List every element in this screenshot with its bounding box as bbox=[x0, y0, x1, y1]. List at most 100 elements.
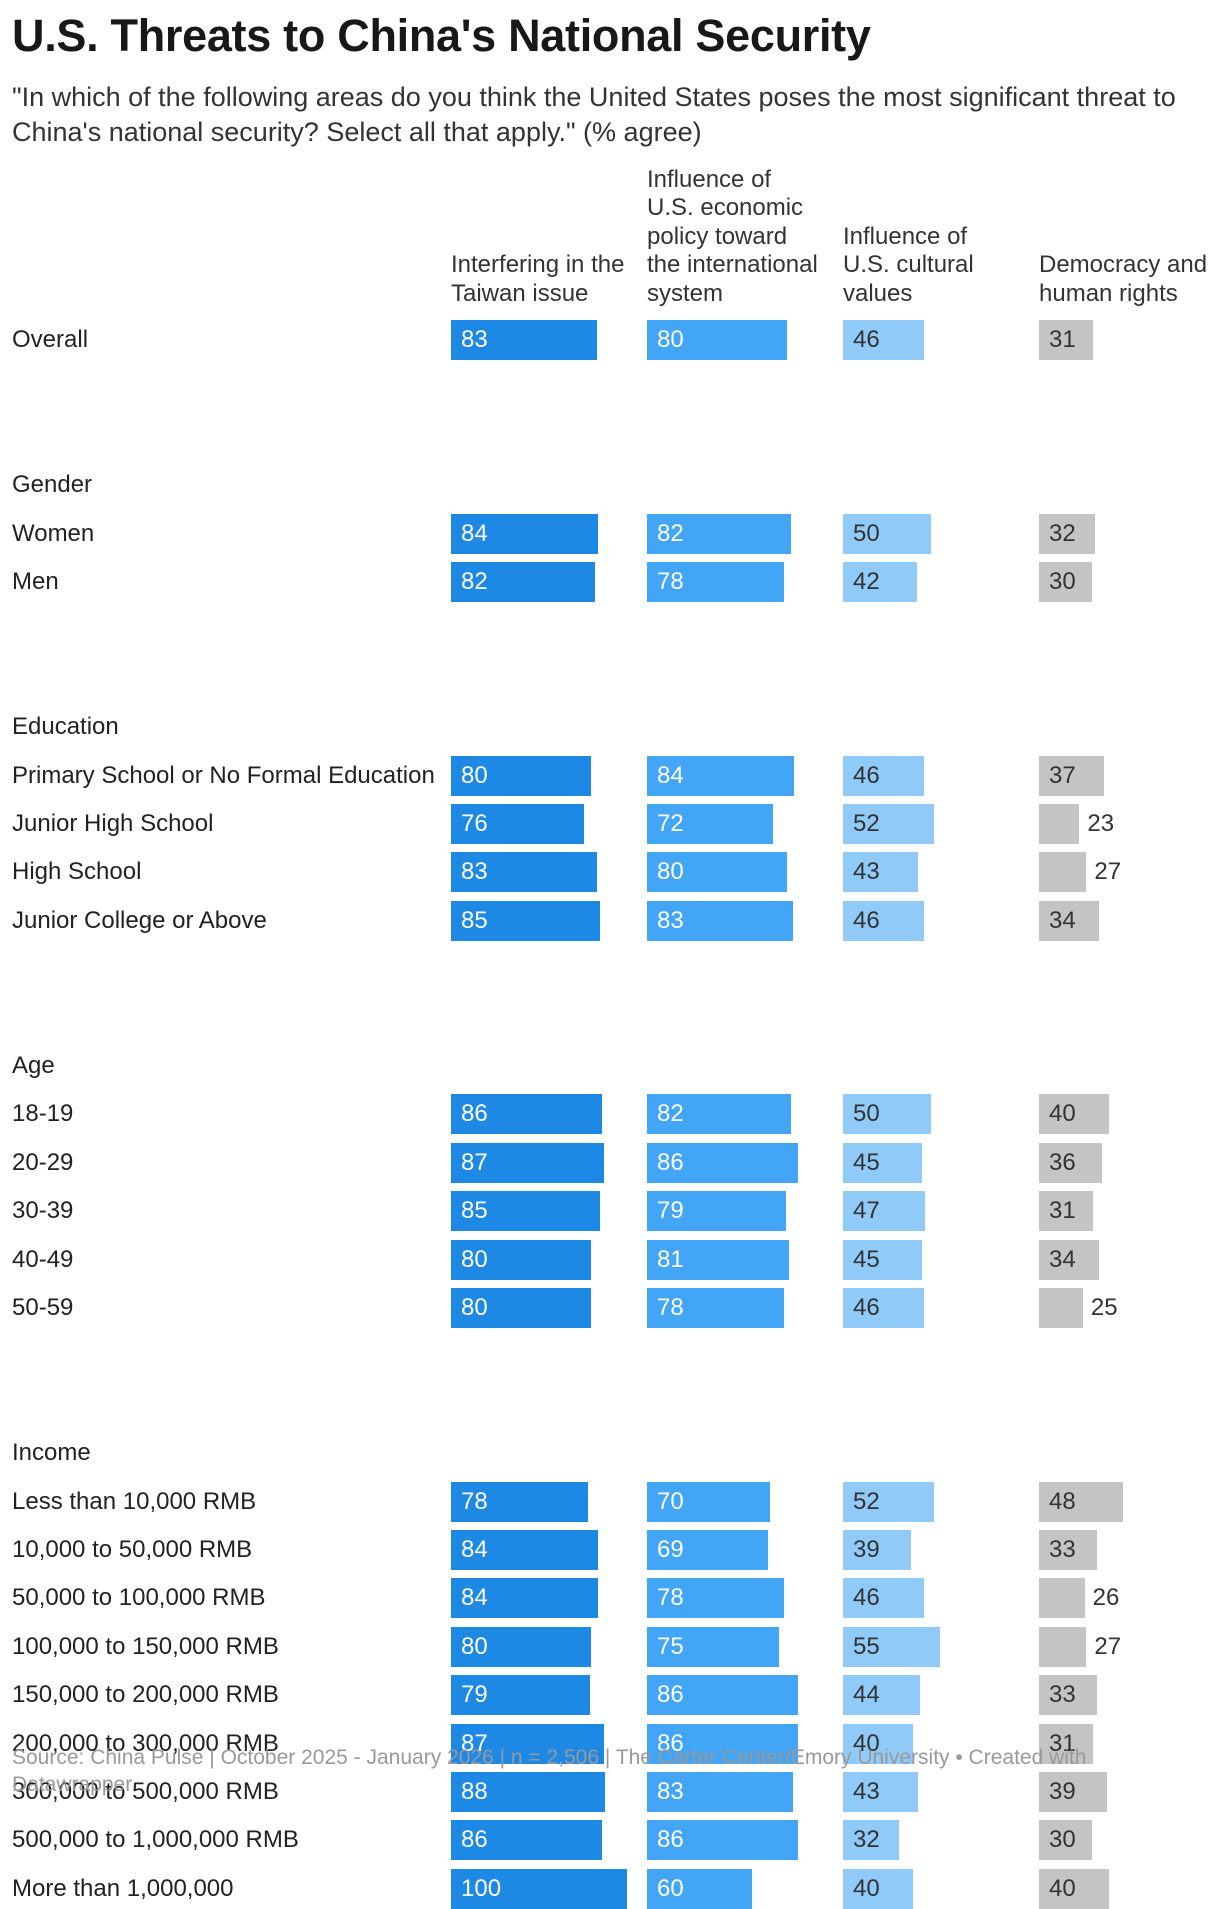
row-label: 50-59 bbox=[12, 1294, 74, 1321]
data-label: 30 bbox=[1049, 568, 1076, 595]
data-label: 79 bbox=[657, 1197, 684, 1225]
data-label: 70 bbox=[657, 1487, 684, 1515]
data-label: 82 bbox=[657, 519, 684, 547]
bar bbox=[647, 1481, 770, 1522]
bar bbox=[647, 852, 788, 893]
row-label: Men bbox=[12, 568, 59, 595]
source-footer: Source: China Pulse | October 2025 - Jan… bbox=[12, 1746, 1087, 1796]
data-label: 39 bbox=[853, 1536, 880, 1563]
data-label: 40 bbox=[853, 1729, 880, 1757]
row-label: 30-39 bbox=[12, 1197, 74, 1225]
row-label: 150,000 to 200,000 RMB bbox=[12, 1681, 279, 1709]
data-label: 84 bbox=[657, 761, 684, 789]
data-label: 26 bbox=[1092, 1584, 1120, 1612]
data-label: 78 bbox=[657, 1584, 684, 1612]
data-label: 40 bbox=[1049, 1100, 1076, 1128]
data-label: 100 bbox=[461, 1874, 502, 1902]
data-label: 30 bbox=[1049, 1826, 1076, 1854]
group-label: Income bbox=[12, 1439, 91, 1467]
data-label: 45 bbox=[853, 1148, 880, 1176]
data-label: 80 bbox=[657, 326, 684, 353]
data-label: 83 bbox=[657, 906, 684, 934]
bar bbox=[647, 1723, 798, 1764]
bar bbox=[647, 755, 795, 796]
bar bbox=[1039, 852, 1087, 893]
data-label: 47 bbox=[853, 1197, 880, 1225]
bar bbox=[451, 1094, 602, 1135]
bar bbox=[843, 1288, 924, 1328]
bar bbox=[843, 1675, 921, 1716]
data-label: 34 bbox=[1049, 1245, 1076, 1273]
data-label: 46 bbox=[853, 1294, 880, 1321]
bar bbox=[843, 1481, 935, 1522]
group-label: Age bbox=[12, 1052, 55, 1079]
group-label: Gender bbox=[12, 471, 93, 499]
bar bbox=[1039, 804, 1080, 844]
data-label: 36 bbox=[1049, 1148, 1076, 1176]
bar bbox=[1039, 1239, 1099, 1280]
row-label: Overall bbox=[12, 326, 89, 353]
bar bbox=[843, 1723, 914, 1764]
row-label: 200,000 to 300,000 RMB bbox=[12, 1729, 279, 1757]
data-label: 33 bbox=[1049, 1681, 1076, 1709]
data-label: 32 bbox=[1049, 519, 1076, 547]
data-label: 83 bbox=[461, 326, 488, 353]
data-label: 82 bbox=[461, 568, 488, 595]
data-label: 80 bbox=[461, 761, 488, 789]
data-label: 83 bbox=[657, 1778, 684, 1805]
data-label: 23 bbox=[1087, 810, 1115, 837]
row-label: 50,000 to 100,000 RMB bbox=[12, 1584, 266, 1612]
data-label: 78 bbox=[657, 1294, 684, 1321]
bar bbox=[647, 1191, 786, 1232]
data-label: 34 bbox=[1049, 906, 1076, 934]
bar bbox=[1039, 755, 1104, 796]
chart-subtitle: "In which of the following areas do you … bbox=[12, 82, 1176, 147]
data-label: 76 bbox=[461, 810, 488, 837]
data-label: 78 bbox=[461, 1487, 488, 1515]
data-label: 46 bbox=[853, 326, 880, 353]
data-label: 86 bbox=[461, 1100, 488, 1128]
data-label: 80 bbox=[461, 1245, 488, 1273]
bar bbox=[843, 320, 924, 360]
bar bbox=[1039, 1723, 1094, 1764]
data-label: 69 bbox=[657, 1536, 684, 1563]
row-label: Less than 10,000 RMB bbox=[12, 1487, 257, 1515]
bar bbox=[843, 755, 924, 796]
bar bbox=[647, 513, 791, 554]
bar bbox=[843, 1530, 912, 1570]
bar bbox=[451, 1191, 601, 1232]
bar bbox=[843, 1142, 922, 1183]
bar bbox=[647, 1239, 790, 1280]
data-label: 27 bbox=[1094, 858, 1122, 886]
bar bbox=[451, 1578, 599, 1619]
row-label: 300,000 to 500,000 RMB bbox=[12, 1778, 279, 1805]
bar bbox=[1039, 562, 1092, 602]
row-label: 10,000 to 50,000 RMB bbox=[12, 1536, 253, 1563]
bar bbox=[647, 1288, 784, 1328]
data-label: 81 bbox=[657, 1245, 684, 1273]
row-label: High School bbox=[12, 858, 142, 886]
row-label: Women bbox=[12, 519, 95, 547]
row-label: 100,000 to 150,000 RMB bbox=[12, 1632, 279, 1660]
data-label: 80 bbox=[461, 1294, 488, 1321]
chart-title: U.S. Threats to China's National Securit… bbox=[12, 10, 871, 61]
bar bbox=[1039, 1094, 1110, 1135]
bar bbox=[451, 320, 597, 360]
bar bbox=[843, 1094, 931, 1135]
data-label: 48 bbox=[1049, 1487, 1076, 1515]
row-label: Primary School or No Formal Education bbox=[12, 761, 435, 789]
bar bbox=[647, 1675, 798, 1716]
data-label: 39 bbox=[1049, 1778, 1076, 1805]
column-header-1: Interfering in the Taiwan issue bbox=[451, 251, 625, 307]
bar bbox=[843, 852, 919, 893]
bar bbox=[843, 1578, 924, 1619]
data-label: 40 bbox=[1049, 1874, 1076, 1902]
data-label: 86 bbox=[657, 1681, 684, 1709]
bar bbox=[647, 562, 784, 602]
data-label: 80 bbox=[657, 858, 684, 886]
bar bbox=[1039, 900, 1099, 941]
column-header-2: Influence of U.S. economic policy toward… bbox=[647, 165, 818, 307]
bar bbox=[647, 1578, 784, 1619]
data-label: 43 bbox=[853, 858, 880, 886]
bar bbox=[647, 804, 774, 844]
